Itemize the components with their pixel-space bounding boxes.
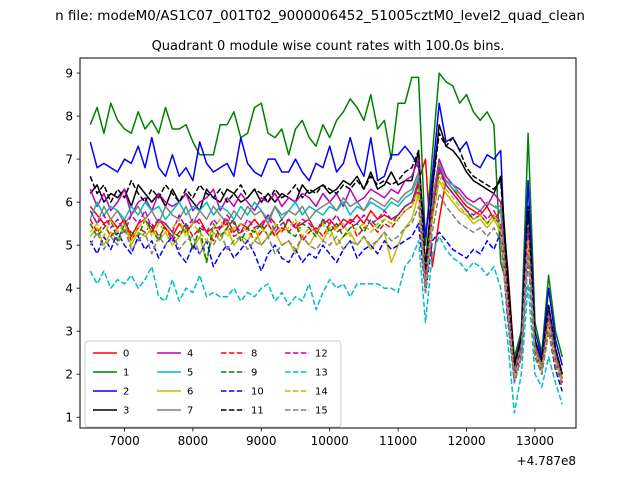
series-line-10 [89,222,564,392]
series-line-3 [89,123,564,375]
y-tick-label: 1 [65,411,73,425]
series-line-13 [89,235,564,414]
y-tick-label: 4 [65,281,73,295]
x-tick-label: 12000 [447,434,485,448]
legend-label-12: 12 [315,349,328,360]
legend-label-1: 1 [123,368,129,379]
y-tick-label: 3 [65,324,73,338]
series-line-2 [89,102,564,367]
x-tick-label: 10000 [311,434,349,448]
axis-layer: 7000 8000 9000 10000 11000 12000 1300012345678… [65,66,554,448]
series-line-12 [89,166,564,384]
legend-label-2: 2 [123,387,129,398]
x-tick-label: 11000 [379,434,417,448]
x-tick-label: 7000 [109,434,140,448]
legend-label-9: 9 [251,368,257,379]
y-tick-label: 6 [65,195,73,209]
plot-frame [79,57,577,429]
y-tick-label: 7 [65,152,73,166]
x-tick-label: 8000 [178,434,209,448]
chart-title: Quadrant 0 module wise count rates with … [152,39,505,54]
legend-label-6: 6 [187,387,193,398]
y-tick-label: 8 [65,109,73,123]
legend-label-3: 3 [123,406,129,417]
x-offset-label: +4.787e8 [517,454,576,468]
series-layer [89,72,564,414]
legend-label-14: 14 [315,387,328,398]
series-line-11 [89,132,564,375]
series-line-4 [89,158,564,379]
legend-label-7: 7 [187,406,193,417]
series-line-0 [89,158,563,379]
y-tick-label: 2 [65,368,73,382]
x-tick-label: 9000 [246,434,277,448]
series-line-1 [89,72,564,358]
legend-label-5: 5 [187,368,193,379]
legend-label-15: 15 [315,406,328,417]
series-line-7 [89,162,564,379]
series-line-14 [89,175,564,384]
legend-box [84,340,342,428]
y-tick-label: 9 [65,66,73,80]
legend-label-8: 8 [251,349,257,360]
figure-suptitle: n file: modeM0/AS1C07_001T02_9000006452_… [55,8,585,24]
legend-label-0: 0 [123,349,129,360]
legend-label-11: 11 [251,406,264,417]
legend-label-4: 4 [187,349,193,360]
legend-label-13: 13 [315,368,328,379]
series-line-15 [89,192,564,388]
legend-label-10: 10 [251,387,264,398]
y-tick-label: 5 [65,238,73,252]
x-tick-label: 13000 [516,434,554,448]
